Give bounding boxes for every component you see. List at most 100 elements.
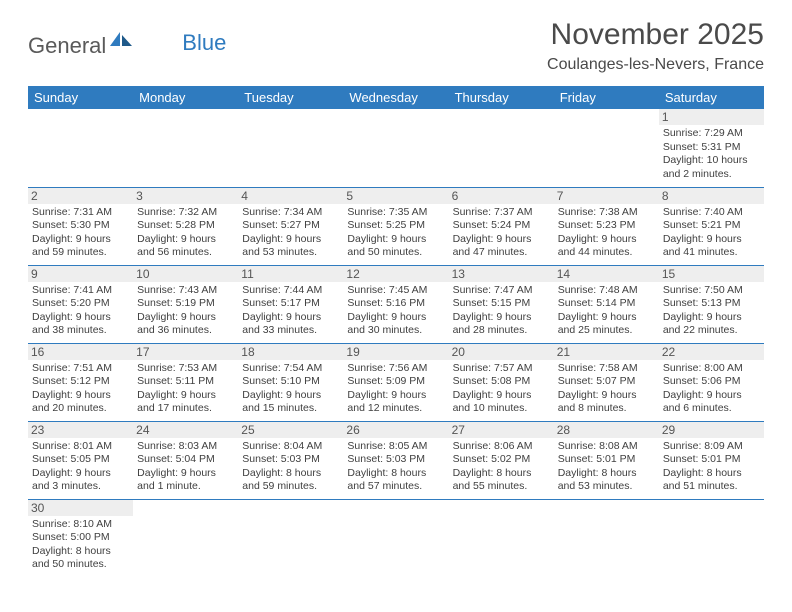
day-details: Sunrise: 8:10 AMSunset: 5:00 PMDaylight:… bbox=[32, 518, 129, 573]
daylight-text: Daylight: 10 hours and 2 minutes. bbox=[663, 154, 760, 181]
daylight-text: Daylight: 8 hours and 57 minutes. bbox=[347, 467, 444, 494]
sunrise-text: Sunrise: 7:35 AM bbox=[347, 206, 444, 220]
calendar-cell bbox=[449, 499, 554, 577]
daylight-text: Daylight: 9 hours and 17 minutes. bbox=[137, 389, 234, 416]
sunset-text: Sunset: 5:07 PM bbox=[558, 375, 655, 389]
day-header: Tuesday bbox=[238, 86, 343, 109]
sunrise-text: Sunrise: 7:51 AM bbox=[32, 362, 129, 376]
daylight-text: Daylight: 9 hours and 33 minutes. bbox=[242, 311, 339, 338]
sunset-text: Sunset: 5:30 PM bbox=[32, 219, 129, 233]
calendar-cell bbox=[554, 109, 659, 187]
day-details: Sunrise: 7:35 AMSunset: 5:25 PMDaylight:… bbox=[347, 206, 444, 261]
day-number: 16 bbox=[28, 344, 133, 360]
day-number: 27 bbox=[449, 422, 554, 438]
sunset-text: Sunset: 5:13 PM bbox=[663, 297, 760, 311]
calendar-cell bbox=[343, 499, 448, 577]
day-number: 30 bbox=[28, 500, 133, 516]
calendar-row: 16Sunrise: 7:51 AMSunset: 5:12 PMDayligh… bbox=[28, 343, 764, 421]
sunrise-text: Sunrise: 7:47 AM bbox=[453, 284, 550, 298]
sunrise-text: Sunrise: 7:45 AM bbox=[347, 284, 444, 298]
sunset-text: Sunset: 5:02 PM bbox=[453, 453, 550, 467]
calendar-cell: 30 Sunrise: 8:10 AMSunset: 5:00 PMDayligh… bbox=[28, 499, 133, 577]
calendar-cell bbox=[133, 109, 238, 187]
day-details: Sunrise: 7:47 AMSunset: 5:15 PMDaylight:… bbox=[453, 284, 550, 339]
sunset-text: Sunset: 5:01 PM bbox=[558, 453, 655, 467]
day-details: Sunrise: 8:09 AMSunset: 5:01 PMDaylight:… bbox=[663, 440, 760, 495]
sunrise-text: Sunrise: 7:38 AM bbox=[558, 206, 655, 220]
day-details: Sunrise: 8:01 AMSunset: 5:05 PMDaylight:… bbox=[32, 440, 129, 495]
sunset-text: Sunset: 5:05 PM bbox=[32, 453, 129, 467]
calendar-cell: 5 Sunrise: 7:35 AMSunset: 5:25 PMDaylight… bbox=[343, 187, 448, 265]
calendar-cell: 24Sunrise: 8:03 AMSunset: 5:04 PMDayligh… bbox=[133, 421, 238, 499]
month-title: November 2025 bbox=[547, 18, 764, 52]
calendar-cell: 21Sunrise: 7:58 AMSunset: 5:07 PMDayligh… bbox=[554, 343, 659, 421]
calendar-row: 2Sunrise: 7:31 AMSunset: 5:30 PMDaylight… bbox=[28, 187, 764, 265]
daylight-text: Daylight: 9 hours and 53 minutes. bbox=[242, 233, 339, 260]
daylight-text: Daylight: 9 hours and 3 minutes. bbox=[32, 467, 129, 494]
day-number: 25 bbox=[238, 422, 343, 438]
day-number: 14 bbox=[554, 266, 659, 282]
day-number: 11 bbox=[238, 266, 343, 282]
day-number: 23 bbox=[28, 422, 133, 438]
day-number: 17 bbox=[133, 344, 238, 360]
sunrise-text: Sunrise: 7:32 AM bbox=[137, 206, 234, 220]
sunset-text: Sunset: 5:27 PM bbox=[242, 219, 339, 233]
day-header: Saturday bbox=[659, 86, 764, 109]
sunset-text: Sunset: 5:06 PM bbox=[663, 375, 760, 389]
day-details: Sunrise: 7:31 AMSunset: 5:30 PMDaylight:… bbox=[32, 206, 129, 261]
daylight-text: Daylight: 9 hours and 30 minutes. bbox=[347, 311, 444, 338]
calendar-cell: 17Sunrise: 7:53 AMSunset: 5:11 PMDayligh… bbox=[133, 343, 238, 421]
location: Coulanges-les-Nevers, France bbox=[547, 56, 764, 74]
day-details: Sunrise: 7:54 AMSunset: 5:10 PMDaylight:… bbox=[242, 362, 339, 417]
day-details: Sunrise: 7:48 AMSunset: 5:14 PMDaylight:… bbox=[558, 284, 655, 339]
daylight-text: Daylight: 9 hours and 15 minutes. bbox=[242, 389, 339, 416]
daylight-text: Daylight: 9 hours and 44 minutes. bbox=[558, 233, 655, 260]
day-details: Sunrise: 7:37 AMSunset: 5:24 PMDaylight:… bbox=[453, 206, 550, 261]
day-number: 7 bbox=[554, 188, 659, 204]
day-header: Thursday bbox=[449, 86, 554, 109]
sunset-text: Sunset: 5:20 PM bbox=[32, 297, 129, 311]
daylight-text: Daylight: 9 hours and 10 minutes. bbox=[453, 389, 550, 416]
sunrise-text: Sunrise: 7:56 AM bbox=[347, 362, 444, 376]
day-details: Sunrise: 8:08 AMSunset: 5:01 PMDaylight:… bbox=[558, 440, 655, 495]
sunrise-text: Sunrise: 7:53 AM bbox=[137, 362, 234, 376]
sunrise-text: Sunrise: 7:58 AM bbox=[558, 362, 655, 376]
day-number: 2 bbox=[28, 188, 133, 204]
sunset-text: Sunset: 5:28 PM bbox=[137, 219, 234, 233]
calendar-cell: 16Sunrise: 7:51 AMSunset: 5:12 PMDayligh… bbox=[28, 343, 133, 421]
calendar-cell bbox=[343, 109, 448, 187]
day-number: 26 bbox=[343, 422, 448, 438]
sunrise-text: Sunrise: 7:29 AM bbox=[663, 127, 760, 141]
day-number: 1 bbox=[659, 109, 764, 125]
sunrise-text: Sunrise: 8:04 AM bbox=[242, 440, 339, 454]
sunrise-text: Sunrise: 8:03 AM bbox=[137, 440, 234, 454]
day-details: Sunrise: 7:34 AMSunset: 5:27 PMDaylight:… bbox=[242, 206, 339, 261]
day-number: 10 bbox=[133, 266, 238, 282]
day-details: Sunrise: 8:04 AMSunset: 5:03 PMDaylight:… bbox=[242, 440, 339, 495]
day-number: 22 bbox=[659, 344, 764, 360]
calendar-cell: 15Sunrise: 7:50 AMSunset: 5:13 PMDayligh… bbox=[659, 265, 764, 343]
sunrise-text: Sunrise: 7:50 AM bbox=[663, 284, 760, 298]
day-details: Sunrise: 7:45 AMSunset: 5:16 PMDaylight:… bbox=[347, 284, 444, 339]
sunrise-text: Sunrise: 7:31 AM bbox=[32, 206, 129, 220]
calendar-table: Sunday Monday Tuesday Wednesday Thursday… bbox=[28, 86, 764, 577]
day-details: Sunrise: 7:41 AMSunset: 5:20 PMDaylight:… bbox=[32, 284, 129, 339]
calendar-row: 9Sunrise: 7:41 AMSunset: 5:20 PMDaylight… bbox=[28, 265, 764, 343]
day-number: 15 bbox=[659, 266, 764, 282]
day-number: 12 bbox=[343, 266, 448, 282]
header: General Blue November 2025 Coulanges-les… bbox=[28, 18, 764, 74]
sunset-text: Sunset: 5:31 PM bbox=[663, 141, 760, 155]
calendar-cell bbox=[28, 109, 133, 187]
day-number: 5 bbox=[343, 188, 448, 204]
sunset-text: Sunset: 5:19 PM bbox=[137, 297, 234, 311]
day-number: 6 bbox=[449, 188, 554, 204]
daylight-text: Daylight: 9 hours and 20 minutes. bbox=[32, 389, 129, 416]
day-details: Sunrise: 8:00 AMSunset: 5:06 PMDaylight:… bbox=[663, 362, 760, 417]
sunrise-text: Sunrise: 7:57 AM bbox=[453, 362, 550, 376]
day-header: Friday bbox=[554, 86, 659, 109]
day-details: Sunrise: 8:03 AMSunset: 5:04 PMDaylight:… bbox=[137, 440, 234, 495]
sunset-text: Sunset: 5:24 PM bbox=[453, 219, 550, 233]
calendar-cell: 6 Sunrise: 7:37 AMSunset: 5:24 PMDaylight… bbox=[449, 187, 554, 265]
sunset-text: Sunset: 5:14 PM bbox=[558, 297, 655, 311]
calendar-cell: 19Sunrise: 7:56 AMSunset: 5:09 PMDayligh… bbox=[343, 343, 448, 421]
